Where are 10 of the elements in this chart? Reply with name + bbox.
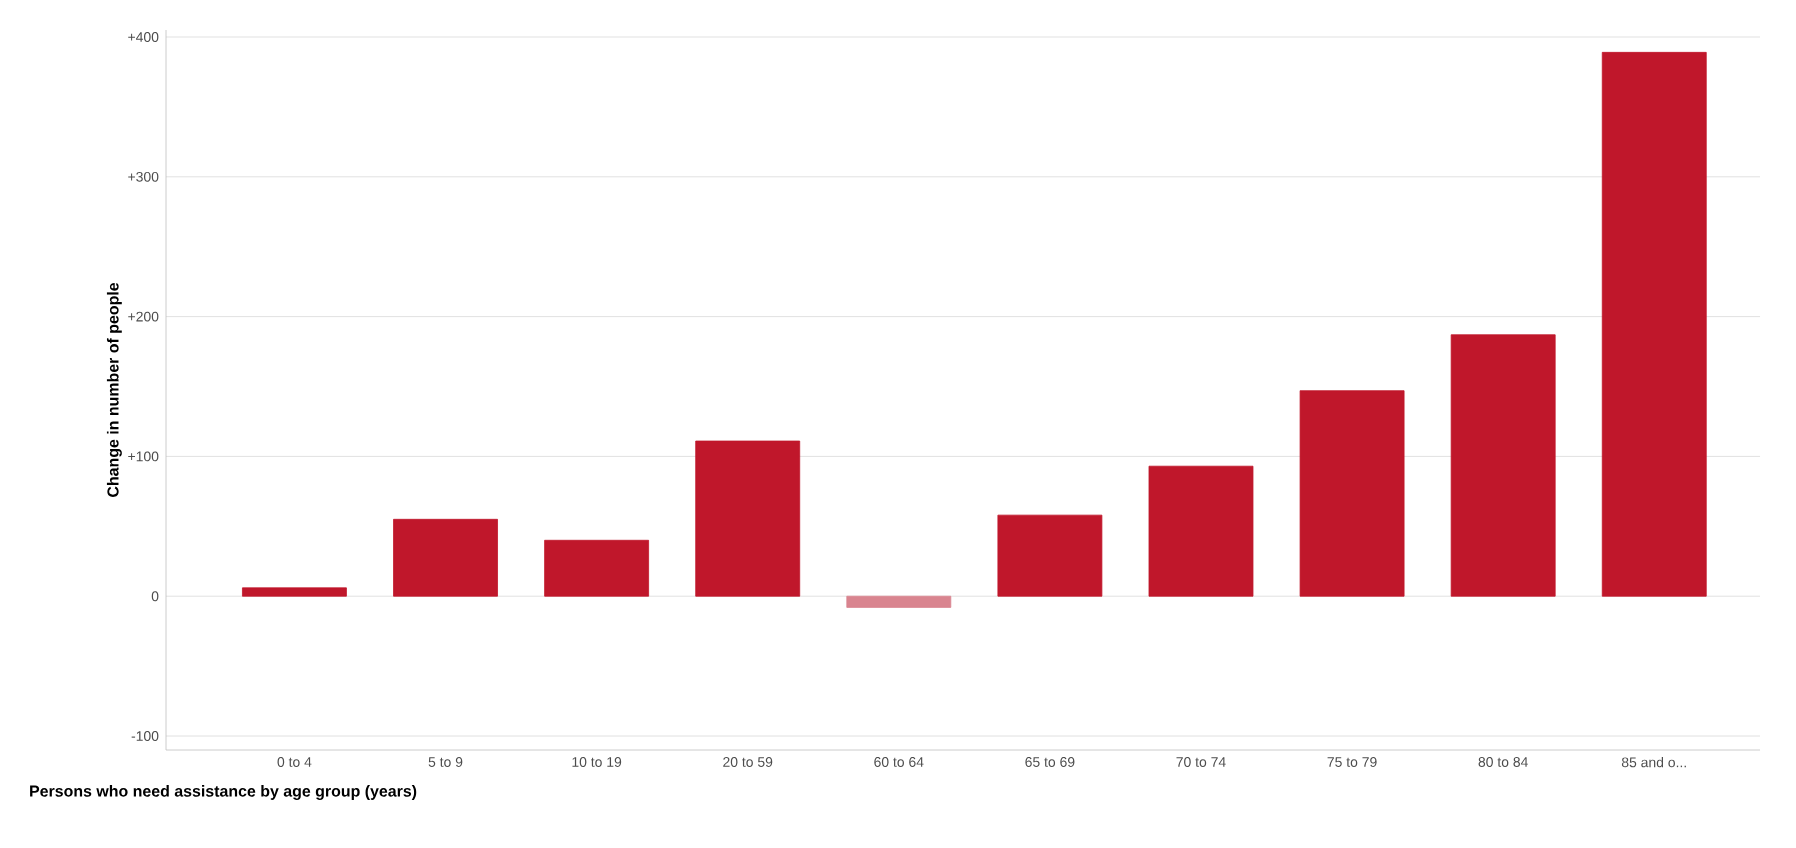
- bar: [695, 440, 801, 597]
- bar: [544, 539, 650, 597]
- bar: [1299, 390, 1405, 597]
- bar: [997, 514, 1103, 597]
- bar: [846, 595, 952, 608]
- bar: [393, 518, 498, 597]
- bar: [1148, 465, 1254, 597]
- bar: [1450, 334, 1556, 597]
- bar: [242, 587, 347, 597]
- bar: [1601, 51, 1707, 597]
